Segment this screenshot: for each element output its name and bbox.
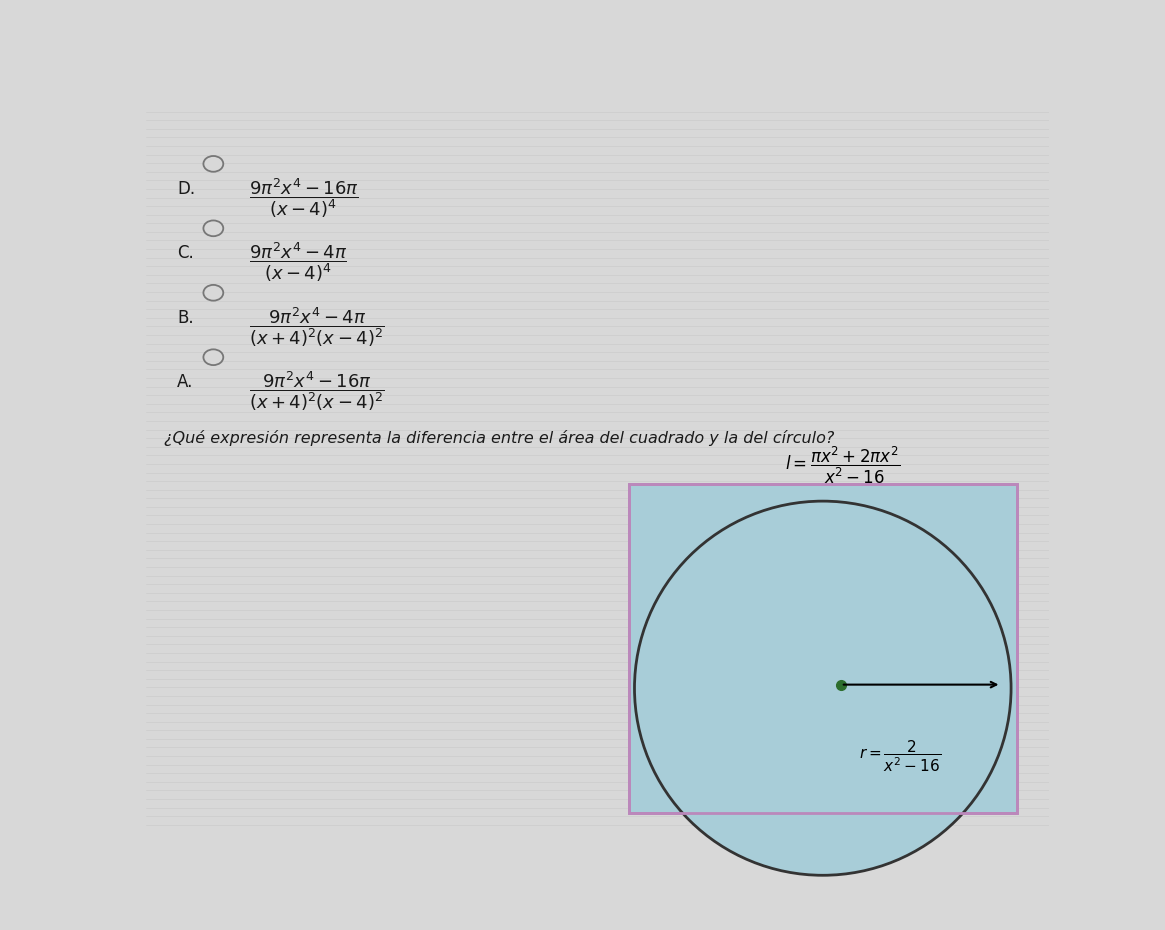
Ellipse shape [635, 501, 1011, 875]
Text: B.: B. [177, 309, 193, 326]
Bar [629, 484, 1017, 814]
Text: $\dfrac{9\pi^2x^4-4\pi}{(x+4)^2(x-4)^2}$: $\dfrac{9\pi^2x^4-4\pi}{(x+4)^2(x-4)^2}$ [249, 305, 386, 349]
Text: $r=\dfrac{2}{x^2-16}$: $r=\dfrac{2}{x^2-16}$ [859, 738, 941, 774]
Text: C.: C. [177, 244, 195, 262]
Circle shape [204, 156, 224, 172]
Text: ¿Qué expresión representa la diferencia entre el área del cuadrado y la del círc: ¿Qué expresión representa la diferencia … [163, 431, 834, 446]
Circle shape [204, 350, 224, 365]
Bar [629, 484, 1017, 814]
Text: $l=\dfrac{\pi x^2+2\pi x^2}{x^2-16}$: $l=\dfrac{\pi x^2+2\pi x^2}{x^2-16}$ [784, 445, 899, 486]
Circle shape [204, 220, 224, 236]
Text: $\dfrac{9\pi^2x^4-4\pi}{(x-4)^4}$: $\dfrac{9\pi^2x^4-4\pi}{(x-4)^4}$ [249, 241, 347, 285]
Text: $\dfrac{9\pi^2x^4-16\pi}{(x-4)^4}$: $\dfrac{9\pi^2x^4-16\pi}{(x-4)^4}$ [249, 176, 359, 219]
Text: A.: A. [177, 373, 193, 391]
Text: D.: D. [177, 179, 196, 198]
Circle shape [204, 285, 224, 300]
Text: $\dfrac{9\pi^2x^4-16\pi}{(x+4)^2(x-4)^2}$: $\dfrac{9\pi^2x^4-16\pi}{(x+4)^2(x-4)^2}… [249, 369, 386, 413]
